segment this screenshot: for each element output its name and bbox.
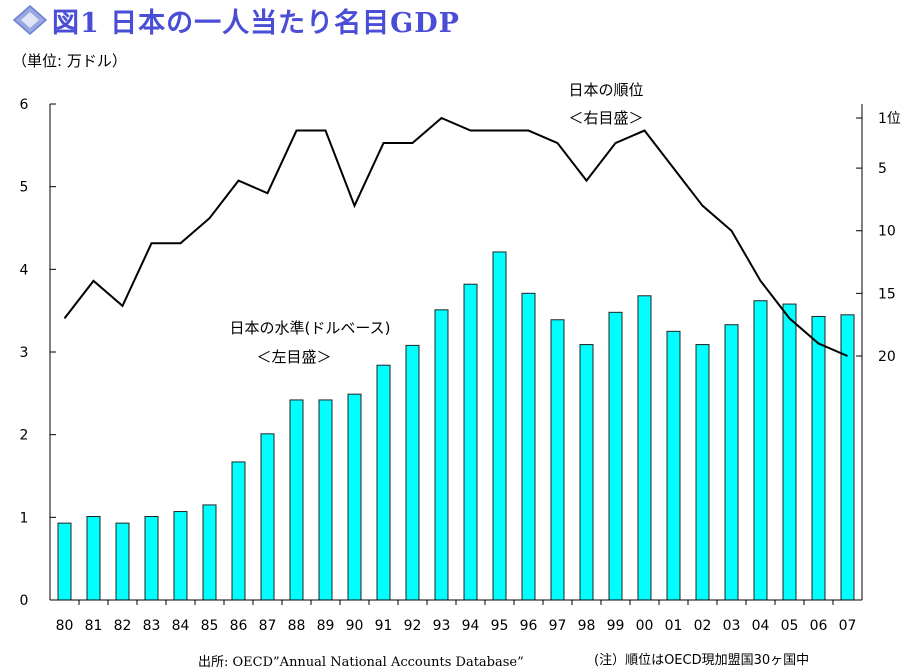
right-tick-label: 1位 — [878, 111, 901, 127]
bar-03 — [724, 324, 739, 601]
chart-title: 図1 日本の一人当たり名目GDP — [52, 7, 460, 39]
left-tick-label: 1 — [20, 510, 29, 526]
x-tick-label: 89 — [317, 618, 335, 634]
line-series-label: 日本の順位 — [568, 81, 643, 99]
bar-87 — [260, 433, 275, 601]
left-tick-label: 2 — [20, 428, 29, 444]
x-tick-label: 06 — [810, 618, 828, 634]
x-tick-label: 94 — [462, 618, 480, 634]
x-tick-label: 90 — [346, 618, 364, 634]
x-tick-label: 97 — [549, 618, 567, 634]
bar-91 — [376, 364, 391, 601]
bar-99 — [608, 311, 623, 601]
bar-83 — [144, 516, 159, 601]
x-tick-label: 03 — [723, 618, 741, 634]
x-tick-label: 04 — [752, 618, 770, 634]
bar-85 — [202, 504, 217, 601]
x-tick-label: 83 — [143, 618, 161, 634]
diamond-bullet-icon — [12, 5, 48, 35]
bar-92 — [405, 344, 420, 601]
x-tick-label: 84 — [172, 618, 190, 634]
chart-title-banner: 図1 日本の一人当たり名目GDP — [0, 0, 903, 44]
bar-02 — [695, 344, 710, 601]
bar-04 — [753, 300, 768, 601]
bar-90 — [347, 393, 362, 601]
rank-line — [63, 116, 848, 357]
x-tick-label: 02 — [694, 618, 712, 634]
bar-84 — [173, 511, 188, 601]
x-tick-label: 85 — [201, 618, 219, 634]
left-tick-label: 4 — [20, 262, 29, 278]
bar-95 — [492, 251, 507, 601]
right-tick-label: 15 — [878, 286, 896, 302]
x-tick-label: 00 — [636, 618, 654, 634]
x-tick-label: 81 — [85, 618, 103, 634]
x-tick-label: 99 — [607, 618, 625, 634]
x-tick-label: 98 — [578, 618, 596, 634]
bar-07 — [840, 314, 855, 601]
bar-00 — [637, 295, 652, 601]
bar-01 — [666, 330, 681, 601]
bar-06 — [811, 315, 826, 601]
bars-group — [57, 251, 855, 601]
bar-96 — [521, 292, 536, 601]
line-group — [63, 116, 848, 357]
bar-98 — [579, 344, 594, 601]
bar-89 — [318, 399, 333, 601]
bar-82 — [115, 522, 130, 601]
bar-axis-note: ＜左目盛＞ — [256, 348, 331, 366]
right-tick-label: 20 — [878, 349, 896, 365]
x-tick-label: 92 — [404, 618, 422, 634]
source-text: 出所: OECD”Annual National Accounts Databa… — [198, 655, 524, 670]
bar-86 — [231, 461, 246, 601]
x-tick-label: 95 — [491, 618, 509, 634]
bar-05 — [782, 303, 797, 601]
labels-group: 日本の順位 ＜右目盛＞ 日本の水準(ドルベース) ＜左目盛＞ — [230, 81, 644, 366]
left-tick-label: 3 — [20, 345, 29, 361]
x-tick-label: 07 — [839, 618, 857, 634]
left-tick-label: 0 — [20, 593, 29, 609]
x-tick-label: 80 — [56, 618, 74, 634]
x-tick-label: 82 — [114, 618, 132, 634]
right-tick-label: 10 — [878, 224, 896, 240]
bar-94 — [463, 283, 478, 601]
bar-93 — [434, 309, 449, 601]
title-svg: 図1 日本の一人当たり名目GDP — [12, 5, 460, 39]
right-tick-label: 5 — [878, 161, 887, 177]
left-tick-label: 6 — [20, 97, 29, 113]
x-tick-label: 86 — [230, 618, 248, 634]
x-tick-label: 88 — [288, 618, 306, 634]
x-tick-label: 05 — [781, 618, 799, 634]
bar-80 — [57, 522, 72, 601]
bar-81 — [86, 516, 101, 601]
bar-series-label: 日本の水準(ドルベース) — [230, 319, 391, 337]
x-tick-label: 91 — [375, 618, 393, 634]
bar-97 — [550, 319, 565, 601]
x-tick-label: 87 — [259, 618, 277, 634]
note-text: (注）順位はOECD現加盟国30ヶ国中 — [594, 653, 810, 668]
x-tick-label: 93 — [433, 618, 451, 634]
x-tick-label: 01 — [665, 618, 683, 634]
line-axis-note: ＜右目盛＞ — [568, 109, 643, 127]
bar-88 — [289, 399, 304, 601]
left-tick-label: 5 — [20, 180, 29, 196]
unit-label: （単位: 万ドル） — [12, 52, 127, 70]
x-tick-label: 96 — [520, 618, 538, 634]
